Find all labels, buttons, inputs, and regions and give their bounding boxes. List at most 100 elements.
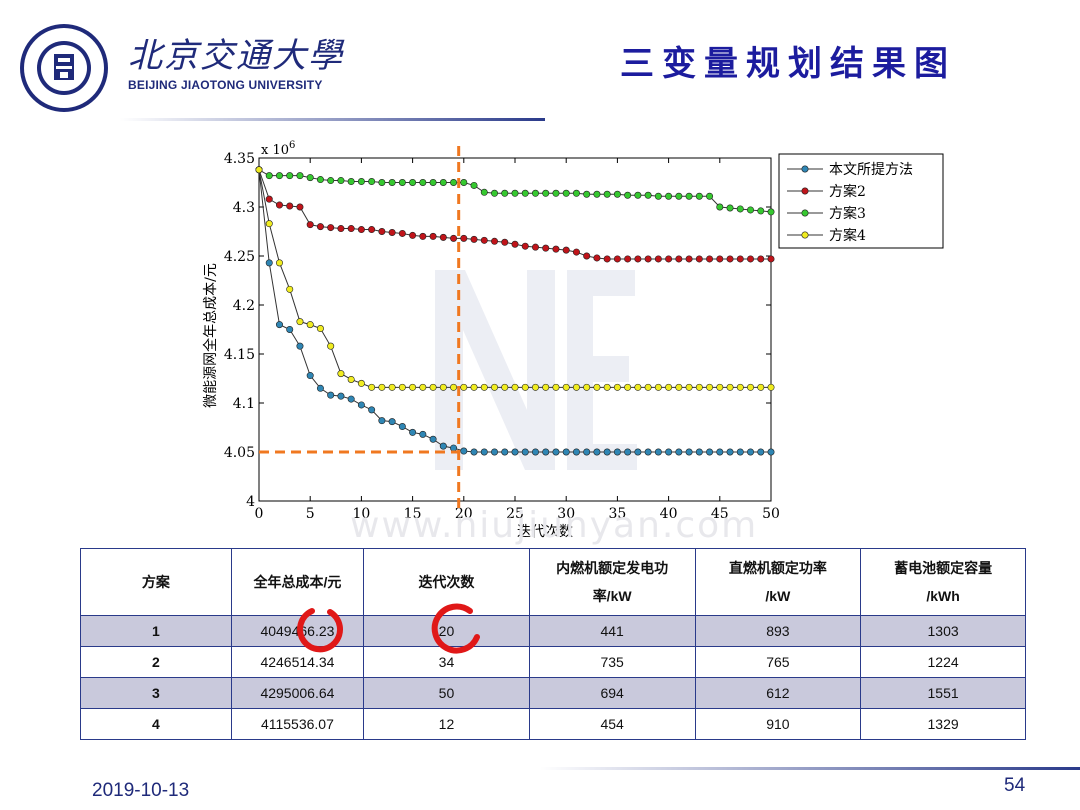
series-4-point bbox=[747, 383, 755, 391]
series-2-point bbox=[603, 255, 611, 263]
series-1-point bbox=[491, 448, 499, 456]
series-4-point bbox=[450, 383, 458, 391]
series-4-point bbox=[419, 383, 427, 391]
series-4-point bbox=[357, 379, 365, 387]
header-cell: 方案 bbox=[80, 548, 232, 616]
table-cell: 3 bbox=[80, 677, 232, 709]
series-2-point bbox=[316, 223, 324, 231]
series-2-point bbox=[624, 255, 632, 263]
series-4-point bbox=[665, 383, 673, 391]
y-tick-label: 4.25 bbox=[224, 249, 255, 265]
series-4-point bbox=[552, 383, 560, 391]
series-4-point bbox=[337, 370, 345, 378]
series-2-point bbox=[429, 232, 437, 240]
y-tick-label: 4.35 bbox=[224, 151, 255, 167]
series-3-point bbox=[337, 177, 345, 185]
series-1-point bbox=[644, 448, 652, 456]
series-2-point bbox=[357, 226, 365, 234]
legend-label: 本文所提方法 bbox=[829, 162, 913, 178]
series-4-point bbox=[306, 321, 314, 329]
series-3-point bbox=[378, 178, 386, 186]
x-axis-label: 迭代次数 bbox=[517, 524, 573, 540]
series-4-point bbox=[378, 383, 386, 391]
series-4-point bbox=[675, 383, 683, 391]
series-2-point bbox=[644, 255, 652, 263]
footer-divider bbox=[540, 767, 1080, 770]
series-4-point bbox=[388, 383, 396, 391]
series-3-point bbox=[439, 178, 447, 186]
series-1-point bbox=[654, 448, 662, 456]
series-2-point bbox=[583, 252, 591, 260]
series-1-point bbox=[368, 406, 376, 414]
series-3-point bbox=[531, 189, 539, 197]
series-1-point bbox=[747, 448, 755, 456]
series-4-point bbox=[542, 383, 550, 391]
series-2-point bbox=[450, 234, 458, 242]
series-4-point bbox=[562, 383, 570, 391]
series-1-point bbox=[542, 448, 550, 456]
series-3-point bbox=[706, 192, 714, 200]
x-tick-label: 20 bbox=[455, 506, 473, 522]
series-1-point bbox=[695, 448, 703, 456]
series-4-point bbox=[654, 383, 662, 391]
series-3-point bbox=[624, 191, 632, 199]
header-divider bbox=[120, 118, 545, 121]
series-3-point bbox=[644, 191, 652, 199]
series-1-point bbox=[572, 448, 580, 456]
series-3-point bbox=[460, 178, 468, 186]
series-3-point bbox=[757, 207, 765, 215]
header-cell: 蓄电池额定容量/kWh bbox=[860, 548, 1026, 616]
series-2-point bbox=[439, 233, 447, 241]
series-4-point bbox=[429, 383, 437, 391]
x-tick-label: 40 bbox=[660, 506, 678, 522]
table-cell: 1224 bbox=[860, 646, 1026, 678]
series-3-point bbox=[398, 178, 406, 186]
series-2-point bbox=[716, 255, 724, 263]
series-4-point bbox=[736, 383, 744, 391]
series-2-point bbox=[695, 255, 703, 263]
series-3-point bbox=[388, 178, 396, 186]
series-1-point bbox=[757, 448, 765, 456]
series-2-point bbox=[398, 229, 406, 237]
x-tick-label: 5 bbox=[306, 506, 315, 522]
series-2-point bbox=[419, 232, 427, 240]
series-2-point bbox=[736, 255, 744, 263]
series-3-point bbox=[603, 190, 611, 198]
series-2-point bbox=[552, 245, 560, 253]
table-cell: 765 bbox=[694, 646, 862, 678]
series-1-point bbox=[429, 435, 437, 443]
table-row: 1 4049466.23 20 441 893 1303 bbox=[80, 615, 1026, 647]
series-4-point bbox=[275, 259, 283, 267]
series-3-point bbox=[306, 174, 314, 182]
series-4-point bbox=[603, 383, 611, 391]
series-1-point bbox=[583, 448, 591, 456]
table-cell: 34 bbox=[363, 646, 530, 678]
series-4-point bbox=[398, 383, 406, 391]
series-2-point bbox=[593, 254, 601, 262]
series-3-point bbox=[736, 205, 744, 213]
series-3-point bbox=[296, 172, 304, 180]
series-1-point bbox=[706, 448, 714, 456]
y-tick-label: 4.15 bbox=[224, 347, 255, 363]
series-2-point bbox=[388, 228, 396, 236]
series-3-point bbox=[767, 208, 775, 216]
series-1-point bbox=[716, 448, 724, 456]
series-4-point bbox=[255, 166, 263, 174]
table-cell: 1303 bbox=[860, 615, 1026, 647]
series-2-point bbox=[347, 225, 355, 233]
legend-label: 方案2 bbox=[829, 183, 866, 200]
series-4-point bbox=[511, 383, 519, 391]
table-cell: 1 bbox=[80, 615, 232, 647]
series-2-point bbox=[542, 244, 550, 252]
series-3-point bbox=[357, 178, 365, 186]
series-1-point bbox=[398, 423, 406, 431]
series-4-point bbox=[726, 383, 734, 391]
series-1-point bbox=[562, 448, 570, 456]
page-number: 54 bbox=[1004, 775, 1026, 796]
series-2-point bbox=[337, 225, 345, 233]
university-logo bbox=[20, 24, 108, 112]
series-1-point bbox=[665, 448, 673, 456]
watermark-text: www.niujiunyan.com bbox=[350, 505, 759, 546]
x-tick-label: 50 bbox=[762, 506, 780, 522]
cost-iteration-chart: 0 5 10 15 20 25 30 35 40 45 50 4 4.05 4.1 4.15 4.2 4.25 4… bbox=[202, 140, 944, 540]
